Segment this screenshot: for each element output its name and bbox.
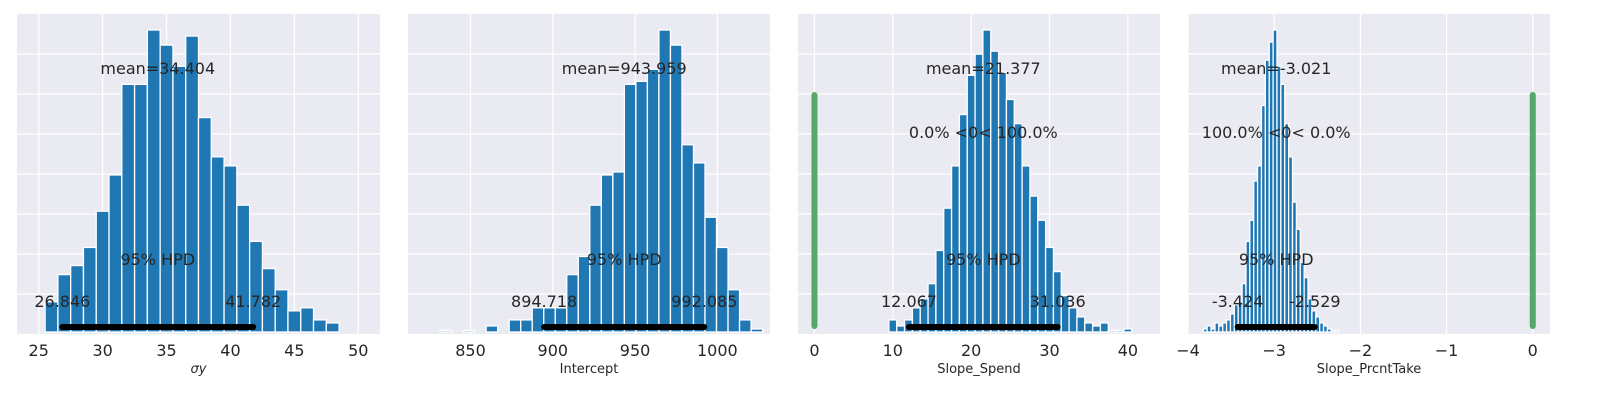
histogram-bar bbox=[646, 68, 660, 333]
x-tick-label: 30 bbox=[1039, 341, 1059, 360]
histogram-bar bbox=[1037, 219, 1047, 333]
histogram-bar bbox=[997, 71, 1008, 333]
histogram-bar bbox=[990, 50, 1000, 333]
x-tick-label: 0 bbox=[1528, 341, 1538, 360]
histogram-bar bbox=[738, 319, 752, 333]
histogram-bar bbox=[1013, 122, 1023, 333]
histogram-bar bbox=[635, 80, 649, 333]
x-tick-label: 950 bbox=[620, 341, 651, 360]
x-tick-label: 50 bbox=[348, 341, 368, 360]
hpd-high-value: 992.085 bbox=[671, 292, 737, 311]
subplot-2: mean=943.959 95% HPD 894.718 992.085 850 900 9… bbox=[408, 14, 770, 377]
histogram-bar bbox=[312, 319, 327, 333]
histogram-bar bbox=[1044, 246, 1055, 333]
x-tick-label: 35 bbox=[156, 341, 176, 360]
histogram-bar bbox=[623, 83, 637, 333]
hpd-low-value: -3.424 bbox=[1212, 292, 1264, 311]
x-tick-label: −3 bbox=[1262, 341, 1286, 360]
histogram-bar bbox=[236, 204, 251, 333]
reference-annotation: 100.0% <0< 0.0% bbox=[1202, 123, 1351, 142]
histogram-bar bbox=[1029, 195, 1039, 333]
x-tick-label: 1000 bbox=[697, 341, 738, 360]
histogram-bar bbox=[1091, 325, 1102, 333]
histogram-bar bbox=[121, 83, 136, 333]
x-tick-label: 25 bbox=[29, 341, 49, 360]
histogram-bar bbox=[750, 328, 764, 333]
histogram-bar bbox=[82, 246, 97, 333]
x-axis-label: Intercept bbox=[560, 362, 619, 377]
histogram-bar bbox=[1123, 328, 1133, 333]
hpd-low-value: 26.846 bbox=[34, 292, 90, 311]
histogram-bar bbox=[727, 289, 741, 333]
x-tick-label: 45 bbox=[284, 341, 304, 360]
histogram-bar bbox=[943, 207, 953, 333]
histogram-bar bbox=[935, 249, 945, 333]
histogram-bar bbox=[439, 329, 453, 333]
histogram-bar bbox=[300, 307, 315, 333]
x-tick-label: 20 bbox=[961, 341, 981, 360]
subplot-3: mean=21.377 0.0% <0< 100.0% 95% HPD 12.067 3… bbox=[798, 14, 1160, 377]
histogram-bar bbox=[508, 319, 522, 333]
histogram-bar bbox=[704, 216, 718, 333]
subplot-4: mean=-3.021 100.0% <0< 0.0% 95% HPD -3.424 -… bbox=[1176, 14, 1550, 377]
histogram-bar bbox=[159, 44, 174, 333]
hpd-annotation: 95% HPD bbox=[946, 250, 1021, 269]
histogram-bar bbox=[287, 310, 302, 333]
histogram-bar bbox=[210, 156, 225, 333]
histogram-bar bbox=[1076, 316, 1086, 333]
histogram-bar bbox=[888, 319, 898, 333]
histogram-bar bbox=[1084, 322, 1094, 333]
hpd-annotation: 95% HPD bbox=[1239, 250, 1314, 269]
reference-annotation: 0.0% <0< 100.0% bbox=[909, 123, 1058, 142]
x-tick-label: 900 bbox=[538, 341, 569, 360]
histogram-bar bbox=[248, 240, 264, 333]
x-tick-label: 40 bbox=[220, 341, 240, 360]
hpd-high-value: -2.529 bbox=[1289, 292, 1341, 311]
histogram-bar bbox=[1107, 329, 1117, 333]
histogram-bar bbox=[1334, 329, 1340, 333]
histogram-bar bbox=[485, 325, 499, 333]
hpd-annotation: 95% HPD bbox=[120, 250, 195, 269]
histogram-bar bbox=[133, 83, 149, 333]
histogram-bar bbox=[95, 210, 110, 333]
x-tick-label: 40 bbox=[1118, 341, 1138, 360]
histogram-bar bbox=[958, 113, 968, 333]
x-tick-label: 0 bbox=[809, 341, 819, 360]
histogram-bar bbox=[715, 246, 729, 333]
histogram-bar bbox=[950, 165, 961, 333]
x-tick-label: −4 bbox=[1176, 341, 1200, 360]
x-tick-label: 10 bbox=[883, 341, 903, 360]
histogram-bar bbox=[462, 329, 476, 333]
subplot-1: mean=34.404 95% HPD 26.846 41.782 25 30 35 40 45… bbox=[17, 14, 380, 377]
histogram-bar bbox=[172, 65, 187, 333]
histogram-bar bbox=[669, 44, 683, 333]
mean-annotation: mean=943.959 bbox=[562, 59, 687, 78]
hpd-low-value: 12.067 bbox=[881, 292, 937, 311]
x-axis-label: σy bbox=[191, 362, 207, 377]
histogram-bar bbox=[185, 35, 200, 333]
hpd-low-value: 894.718 bbox=[511, 292, 577, 311]
hpd-high-value: 41.782 bbox=[225, 292, 281, 311]
mean-annotation: mean=-3.021 bbox=[1221, 59, 1331, 78]
histogram-bar bbox=[325, 322, 340, 333]
histogram-bar bbox=[1115, 329, 1125, 333]
hpd-high-value: 31.036 bbox=[1030, 292, 1086, 311]
mean-annotation: mean=34.404 bbox=[100, 59, 215, 78]
x-axis-label: Slope_PrcntTake bbox=[1317, 362, 1422, 377]
x-tick-label: 850 bbox=[455, 341, 486, 360]
mean-annotation: mean=21.377 bbox=[926, 59, 1041, 78]
histogram-bar bbox=[974, 53, 984, 333]
x-axis-label: Slope_Spend bbox=[937, 362, 1021, 377]
x-tick-label: −2 bbox=[1349, 341, 1373, 360]
hpd-annotation: 95% HPD bbox=[587, 250, 662, 269]
histogram-bar bbox=[520, 319, 533, 333]
histogram-bar bbox=[197, 116, 212, 333]
histogram-bar bbox=[896, 325, 906, 333]
histogram-bar bbox=[1068, 307, 1078, 333]
x-tick-label: 30 bbox=[92, 341, 112, 360]
x-tick-label: −1 bbox=[1435, 341, 1459, 360]
histogram-bar bbox=[1099, 322, 1109, 333]
histogram-bar bbox=[966, 74, 976, 333]
